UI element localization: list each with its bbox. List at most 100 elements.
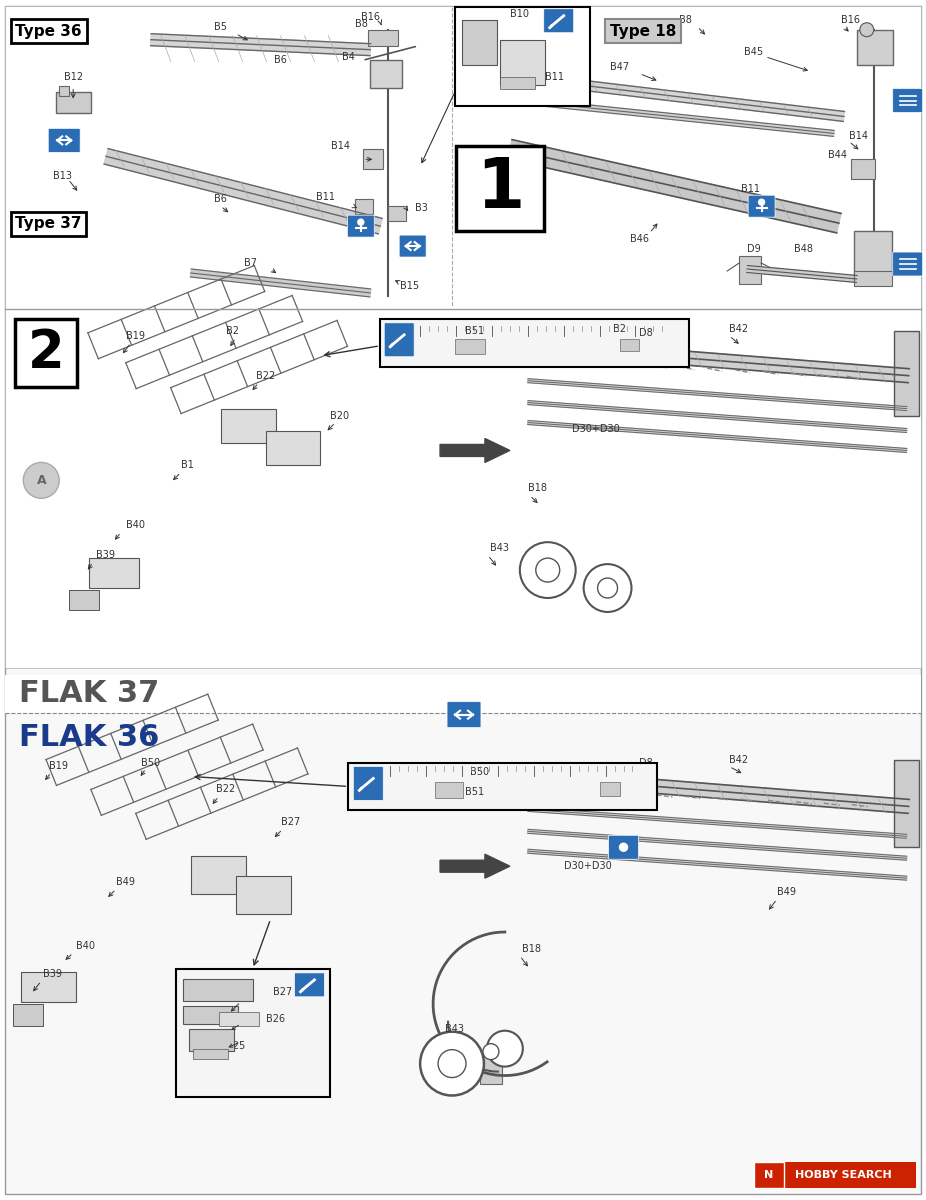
Text: B42: B42 (729, 324, 748, 334)
Text: FLAK 36: FLAK 36 (19, 724, 159, 752)
Text: B51: B51 (466, 326, 484, 336)
Text: B15: B15 (400, 281, 419, 290)
Text: B22: B22 (256, 371, 275, 380)
Text: HOBBY SEARCH: HOBBY SEARCH (795, 1170, 893, 1181)
Bar (356, 199, 373, 214)
Text: B11: B11 (741, 185, 760, 194)
Bar (236, 876, 291, 914)
FancyArrow shape (528, 379, 907, 410)
Bar (754, 1163, 916, 1188)
Text: 1: 1 (476, 155, 524, 222)
Text: B22: B22 (216, 785, 235, 794)
Text: B16: B16 (361, 12, 380, 22)
Text: B19: B19 (49, 762, 69, 772)
FancyArrow shape (528, 808, 907, 839)
FancyArrow shape (528, 98, 834, 137)
FancyArrow shape (528, 420, 907, 452)
FancyArrow shape (104, 149, 382, 234)
Circle shape (860, 23, 874, 37)
Bar (6, 674, 920, 713)
Text: B44: B44 (828, 150, 847, 161)
Text: B27: B27 (281, 817, 300, 827)
Bar (435, 782, 463, 798)
Bar (894, 331, 919, 415)
Bar (500, 77, 535, 89)
Text: B42: B42 (729, 755, 748, 764)
Bar (754, 1163, 784, 1188)
FancyBboxPatch shape (347, 215, 374, 238)
Bar (854, 232, 892, 276)
Bar (56, 91, 91, 114)
Bar (13, 1003, 44, 1026)
Bar (854, 271, 892, 286)
Text: B8: B8 (680, 14, 693, 25)
Bar (89, 558, 139, 588)
FancyBboxPatch shape (48, 128, 81, 152)
Circle shape (420, 1032, 484, 1096)
Text: N: N (765, 1170, 774, 1181)
Bar (16, 319, 77, 386)
Bar (363, 149, 383, 169)
Text: B5: B5 (214, 22, 227, 31)
Bar (6, 6, 920, 310)
Text: B14: B14 (332, 142, 350, 151)
Text: B45: B45 (745, 47, 763, 56)
Text: B7: B7 (244, 258, 257, 268)
Text: D9: D9 (747, 244, 761, 254)
Text: B47: B47 (610, 61, 629, 72)
Bar (739, 256, 761, 284)
Circle shape (487, 1031, 523, 1067)
FancyArrow shape (440, 854, 510, 878)
Bar (176, 968, 331, 1097)
Text: B11: B11 (317, 192, 335, 203)
Text: B25: B25 (226, 1040, 245, 1051)
Text: Type 18: Type 18 (609, 24, 676, 38)
Text: B39: B39 (44, 968, 62, 979)
Bar (480, 1051, 502, 1084)
Circle shape (357, 220, 364, 226)
Bar (220, 408, 276, 444)
Text: B18: B18 (528, 484, 547, 493)
FancyBboxPatch shape (399, 235, 426, 257)
Text: B49: B49 (116, 877, 135, 887)
Text: A: A (36, 474, 46, 487)
Text: B8: B8 (356, 19, 369, 29)
Text: B49: B49 (777, 887, 796, 898)
FancyBboxPatch shape (294, 973, 324, 997)
Bar (455, 338, 485, 354)
Text: B43: B43 (490, 544, 509, 553)
FancyBboxPatch shape (748, 196, 775, 217)
FancyArrow shape (530, 769, 909, 814)
Circle shape (619, 844, 628, 851)
Text: 2: 2 (28, 326, 65, 379)
Bar (348, 762, 657, 810)
Circle shape (438, 1050, 466, 1078)
FancyArrow shape (528, 850, 907, 880)
Text: B18: B18 (522, 944, 541, 954)
Circle shape (536, 558, 559, 582)
Text: B16: B16 (841, 14, 860, 25)
Text: FLAK 37: FLAK 37 (19, 679, 159, 708)
FancyArrow shape (151, 34, 370, 55)
Text: B3: B3 (415, 203, 428, 214)
FancyArrow shape (191, 269, 370, 296)
FancyBboxPatch shape (608, 835, 638, 859)
FancyArrow shape (528, 829, 907, 860)
FancyBboxPatch shape (354, 767, 383, 800)
Circle shape (483, 1044, 499, 1060)
Bar (59, 85, 69, 96)
Bar (369, 30, 398, 46)
Text: B10: B10 (510, 8, 530, 19)
Text: B14: B14 (849, 131, 868, 142)
Circle shape (758, 199, 765, 205)
FancyArrow shape (534, 74, 845, 121)
Circle shape (23, 462, 59, 498)
Bar (182, 1006, 238, 1024)
Text: B40: B40 (76, 941, 95, 950)
Bar (182, 979, 253, 1001)
Bar (857, 30, 893, 65)
Text: B50: B50 (470, 768, 490, 778)
FancyArrow shape (747, 265, 857, 282)
Text: B12: B12 (64, 72, 82, 82)
Text: D8: D8 (640, 328, 653, 338)
